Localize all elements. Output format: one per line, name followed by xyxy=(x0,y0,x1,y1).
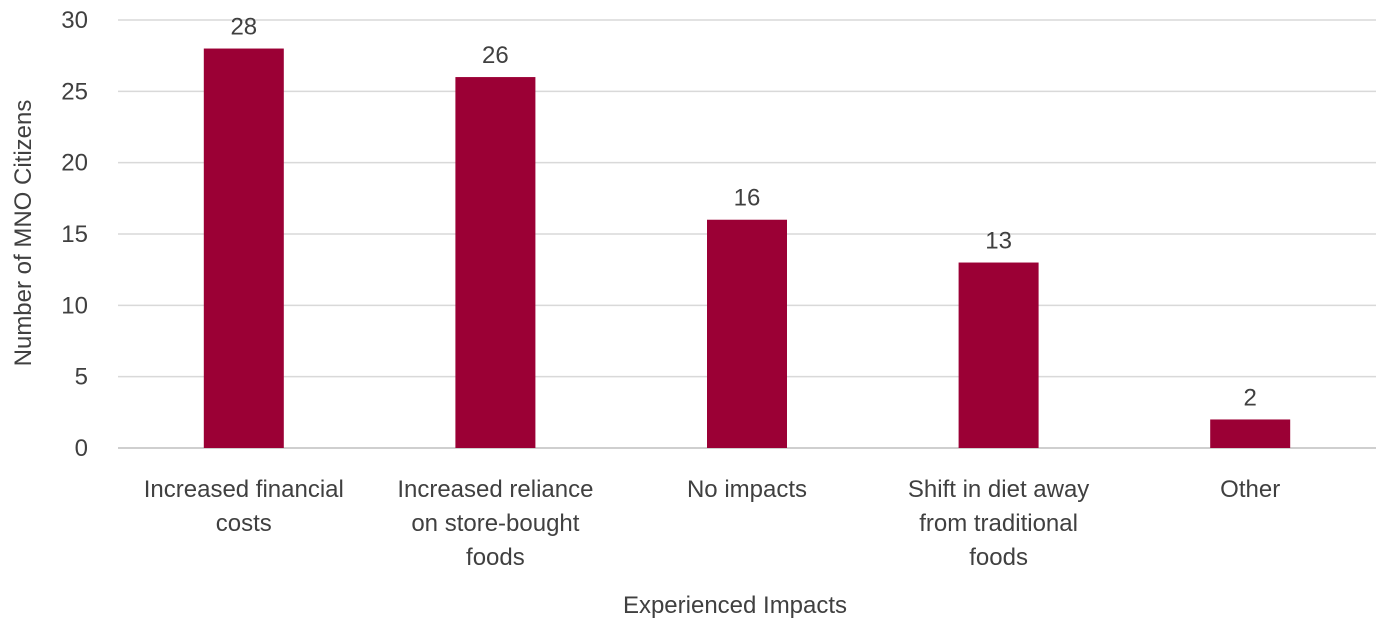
category-label: No impacts xyxy=(687,476,807,503)
x-axis-categories: Increased financial costs Increased relian… xyxy=(144,476,1280,571)
data-label: 2 xyxy=(1244,384,1257,411)
category-label-line: Shift in diet away xyxy=(908,476,1089,503)
y-tick-label: 0 xyxy=(75,435,88,462)
category-label: Increased reliance on store-bought foods xyxy=(397,476,593,571)
category-label-line: from traditional xyxy=(919,510,1078,537)
category-label: Shift in diet away from traditional foods xyxy=(908,476,1089,571)
bar xyxy=(707,219,787,448)
data-label: 13 xyxy=(985,228,1012,255)
bar xyxy=(1210,419,1291,448)
y-tick-label: 5 xyxy=(75,364,88,391)
data-label: 28 xyxy=(230,14,257,41)
category-label-line: foods xyxy=(466,544,525,571)
x-axis-title: Experienced Impacts xyxy=(623,592,847,619)
category-label-line: foods xyxy=(969,544,1028,571)
data-labels: 28 26 16 13 2 xyxy=(230,14,1256,412)
y-tick-label: 20 xyxy=(61,150,88,177)
category-label: Other xyxy=(1220,476,1280,503)
y-tick-label: 15 xyxy=(61,221,88,248)
category-label-line: Other xyxy=(1220,476,1280,503)
bar xyxy=(455,77,536,449)
y-tick-label: 10 xyxy=(61,292,88,319)
category-label-line: costs xyxy=(216,510,272,537)
y-tick-label: 25 xyxy=(61,78,88,105)
category-label-line: No impacts xyxy=(687,476,807,503)
category-label-line: on store-bought xyxy=(411,510,579,537)
category-label: Increased financial costs xyxy=(144,476,344,537)
category-label-line: Increased financial xyxy=(144,476,344,503)
y-tick-label: 30 xyxy=(61,7,88,34)
bars xyxy=(203,48,1291,449)
category-label-line: Increased reliance xyxy=(397,476,593,503)
bar xyxy=(958,262,1039,448)
bar xyxy=(203,48,284,449)
y-axis-ticks: 0 5 10 15 20 25 30 xyxy=(61,7,88,462)
data-label: 16 xyxy=(734,185,761,212)
data-label: 26 xyxy=(482,42,509,69)
y-axis-title: Number of MNO Citizens xyxy=(10,100,37,367)
